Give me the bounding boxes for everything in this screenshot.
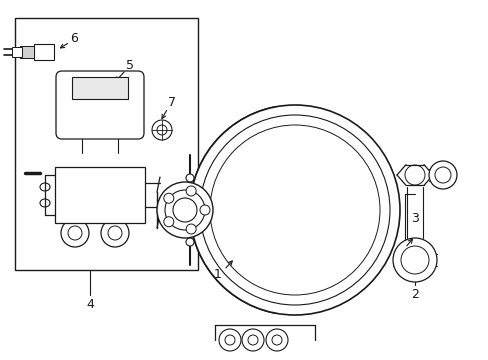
Circle shape	[185, 222, 194, 230]
Circle shape	[186, 186, 196, 196]
Circle shape	[185, 238, 194, 246]
Circle shape	[163, 193, 173, 203]
Text: 3: 3	[410, 212, 418, 225]
FancyBboxPatch shape	[56, 71, 143, 139]
Bar	[72, 77, 128, 99]
Text: 1: 1	[214, 269, 222, 282]
Circle shape	[185, 190, 194, 198]
Circle shape	[185, 206, 194, 214]
Bar	[34, 44, 54, 60]
Circle shape	[186, 224, 196, 234]
Circle shape	[163, 217, 173, 227]
Text: 7: 7	[168, 95, 176, 108]
Text: 6: 6	[70, 32, 78, 45]
Bar	[20, 46, 34, 58]
Circle shape	[428, 161, 456, 189]
Circle shape	[200, 205, 209, 215]
Text: 5: 5	[126, 59, 134, 72]
Circle shape	[190, 105, 399, 315]
Bar	[55, 167, 145, 223]
Text: 2: 2	[410, 288, 418, 302]
Bar	[12, 47, 22, 57]
Circle shape	[392, 238, 436, 282]
Circle shape	[185, 174, 194, 182]
Text: 4: 4	[86, 298, 94, 311]
Bar	[15, 18, 198, 270]
Circle shape	[157, 182, 213, 238]
